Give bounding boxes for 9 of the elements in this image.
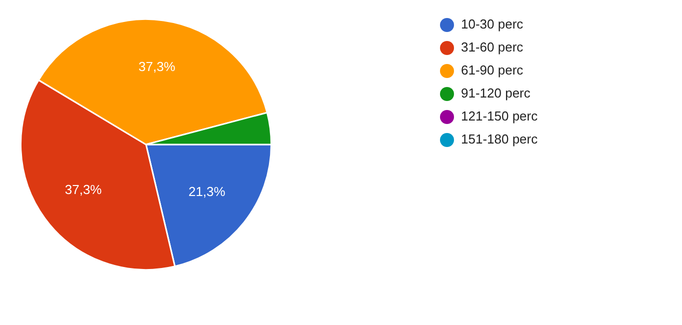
legend-label: 121-150 perc bbox=[461, 108, 538, 124]
legend-label: 61-90 perc bbox=[461, 62, 524, 78]
legend-label: 10-30 perc bbox=[461, 16, 524, 32]
data-label: 37,3% bbox=[64, 182, 102, 197]
data-label: 37,3% bbox=[138, 59, 176, 74]
legend-label: 151-180 perc bbox=[461, 132, 538, 147]
legend-label: 31-60 perc bbox=[461, 40, 524, 55]
legend-label: 91-120 perc bbox=[461, 86, 531, 101]
data-label: 21,3% bbox=[188, 184, 226, 200]
